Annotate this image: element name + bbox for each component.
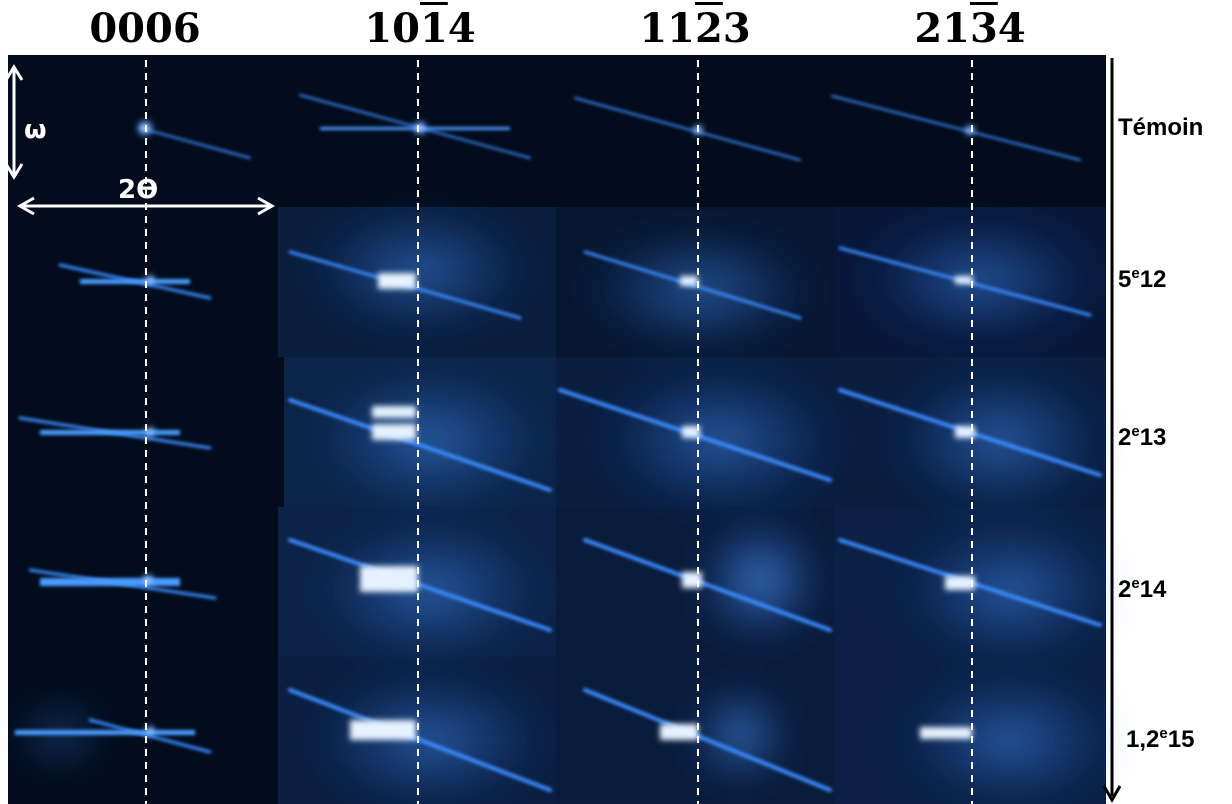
bright-bar (660, 724, 698, 740)
bright-bar (360, 566, 418, 592)
row-label-1-2e15: 1,2e15 (1126, 725, 1195, 753)
diffuse-glow (890, 370, 1110, 510)
fluence-arrow (1102, 58, 1122, 804)
horizontal-smear (40, 430, 180, 435)
diffuse-glow (580, 230, 820, 350)
header-digits: 21 (914, 5, 970, 52)
omega-arrow (4, 64, 24, 180)
diffuse-glow (900, 675, 1120, 804)
diffuse-glow (310, 675, 550, 804)
diffuse-halo (700, 520, 820, 640)
header-digit: 3 (722, 5, 751, 52)
header-bar-digit: 1 (419, 5, 448, 52)
bright-bar (920, 727, 972, 739)
diffuse-glow (860, 220, 1100, 340)
two-theta-arrow (16, 196, 276, 216)
row-label-5e12: 5e12 (1118, 265, 1167, 293)
header-bar-digit: 3 (969, 5, 998, 52)
bright-bar (955, 426, 975, 438)
bright-bar (378, 273, 416, 289)
bright-bar (945, 576, 975, 590)
bright-bar (372, 406, 416, 418)
bright-bar (680, 276, 698, 286)
streak (831, 95, 1081, 161)
diffuse-halo (695, 690, 785, 780)
two-theta-label: 2ϴ (118, 175, 158, 205)
column-header-11-2-3: 1123 (610, 4, 780, 54)
header-bar-digit: 2 (694, 5, 723, 52)
streak (574, 97, 801, 161)
diffuse-glow (310, 370, 550, 510)
horizontal-smear (80, 279, 190, 284)
streak (288, 688, 552, 792)
row-label-2e14: 2e14 (1118, 575, 1167, 603)
streak (288, 538, 552, 632)
diffuse-glow (310, 210, 530, 330)
row-label-2e13: 2e13 (1118, 423, 1167, 451)
column-header-0006: 0006 (89, 5, 201, 52)
bright-bar (350, 720, 416, 740)
diffuse-glow (600, 370, 840, 510)
streak (288, 398, 552, 492)
header-digits: 11 (639, 5, 695, 52)
row-label-temoin: Témoin (1118, 114, 1204, 141)
diffuse-glow (900, 520, 1120, 660)
streak (139, 127, 251, 159)
header-digits: 10 (364, 5, 420, 52)
horizontal-smear (40, 578, 180, 586)
bragg-spot (411, 119, 429, 137)
column-header-21-3-4: 2134 (885, 4, 1055, 54)
bright-bar (372, 424, 416, 440)
column-header-10-1-4: 1014 (335, 4, 505, 54)
header-digit: 4 (997, 5, 1026, 52)
bright-bar (682, 426, 700, 438)
bragg-spot (140, 572, 156, 588)
header-digit: 4 (447, 5, 476, 52)
bragg-spot (963, 123, 977, 137)
omega-label: ω (24, 115, 47, 145)
bright-bar (955, 276, 973, 284)
streak (583, 538, 832, 632)
horizontal-smear (15, 730, 195, 735)
streak (583, 688, 832, 792)
